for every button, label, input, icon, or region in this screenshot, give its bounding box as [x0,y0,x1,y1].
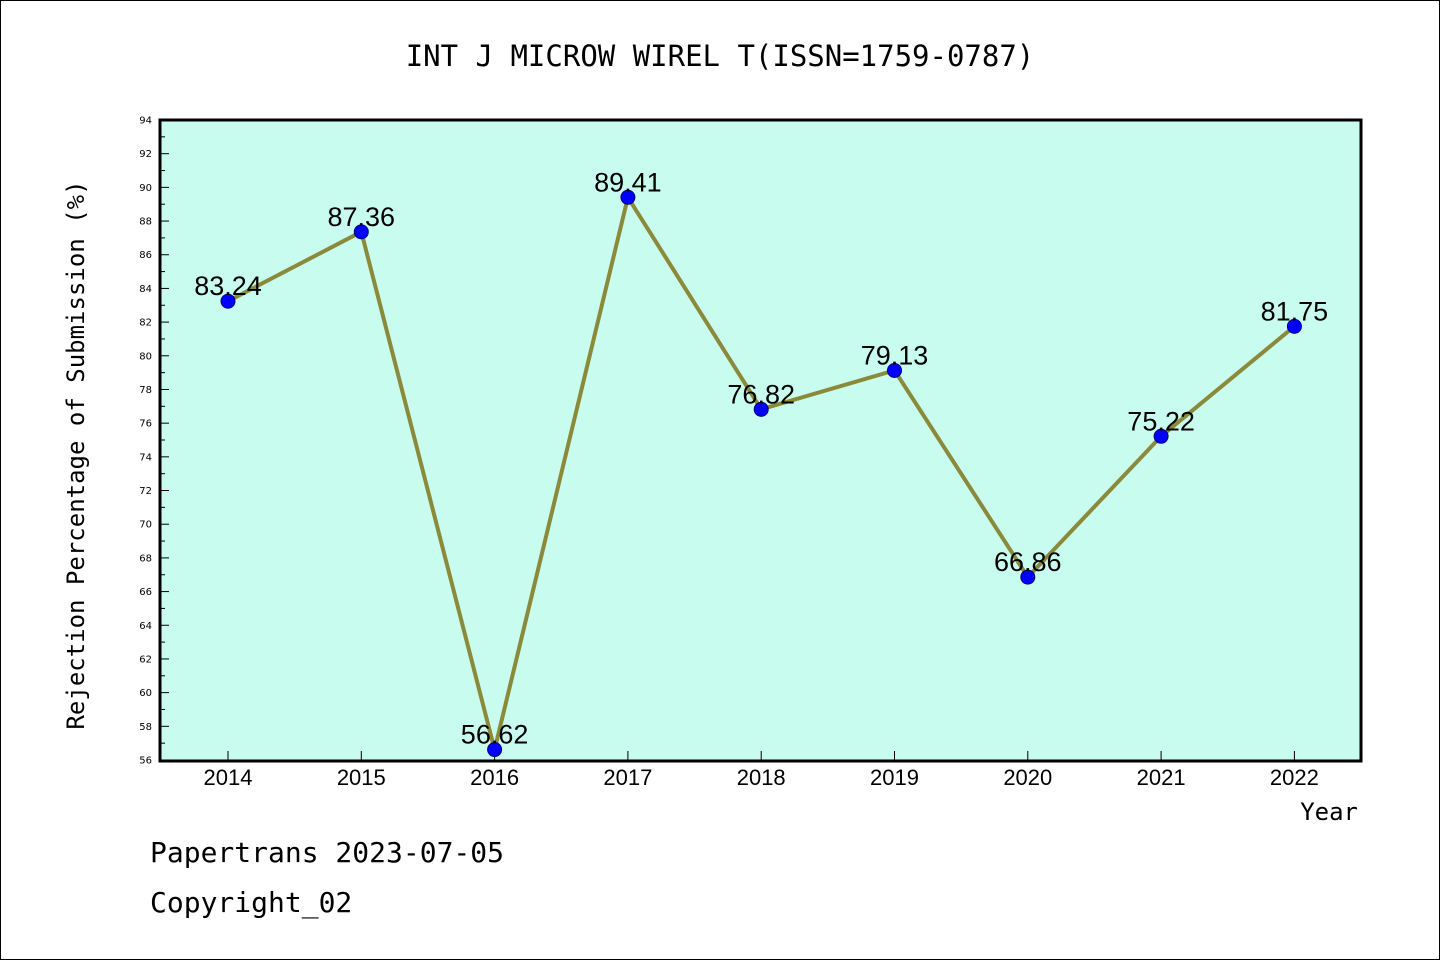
data-points [220,189,1302,758]
data-label: 79.13 [861,340,929,370]
data-point [887,362,902,378]
y-tick-label: 58 [139,722,152,733]
data-label: 56.62 [461,720,529,750]
x-tick-label: 2014 [204,765,253,790]
data-point [487,742,503,758]
footer-copyright: Copyright_02 [150,886,353,919]
y-tick-label: 82 [139,318,152,329]
footer-date: Papertrans 2023-07-05 [150,836,505,869]
y-tick-label: 84 [139,284,152,295]
data-label: 81.75 [1261,296,1329,326]
data-point [620,189,636,205]
x-tick-label: 2017 [603,765,652,790]
x-tick-label: 2019 [870,765,919,790]
x-axis: 2014 2015 2016 2017 2018 2019 2020 2021 2022 [204,751,1319,790]
data-label: 89.41 [594,167,662,197]
y-axis-title: Rejection Percentage of Submission (%) [62,180,90,729]
data-point [353,224,369,240]
y-tick-label: 80 [139,351,152,362]
y-tick-label: 88 [139,217,152,228]
y-axis: 56 58 60 62 64 66 68 70 72 74 76 78 80 82 84 86 88 90 92 94 [139,116,169,767]
data-label: 75.22 [1127,406,1195,436]
data-point [1286,318,1302,334]
x-tick-label: 2020 [1003,765,1052,790]
y-tick-label: 72 [139,486,152,497]
data-point [1153,428,1169,444]
y-tick-label: 78 [139,385,152,396]
y-tick-label: 70 [139,520,152,531]
chart-title: INT J MICROW WIREL T(ISSN=1759-0787) [406,39,1035,73]
y-tick-label: 66 [139,587,152,598]
data-label: 66.86 [994,547,1062,577]
y-tick-label: 92 [139,149,152,160]
x-tick-label: 2021 [1137,765,1186,790]
x-tick-label: 2016 [470,765,519,790]
y-tick-label: 74 [139,452,152,463]
y-tick-label: 60 [139,688,152,699]
x-tick-label: 2022 [1270,765,1319,790]
data-point [753,401,769,417]
data-label: 87.36 [328,202,396,232]
x-tick-label: 2015 [337,765,386,790]
y-tick-label: 56 [139,756,152,767]
data-label: 83.24 [194,271,262,301]
y-tick-label: 68 [139,553,152,564]
data-point [1020,569,1036,585]
y-tick-label: 86 [139,250,152,261]
x-axis-title: Year [1300,798,1358,826]
x-tick-label: 2018 [737,765,786,790]
y-tick-label: 76 [139,419,152,430]
y-tick-label: 94 [139,116,152,127]
y-tick-label: 90 [139,183,152,194]
y-tick-label: 64 [139,621,152,632]
y-tick-label: 62 [139,654,152,665]
data-labels: 83.24 87.36 56.62 89.41 76.82 79.13 66.86 75.22… [194,167,1328,749]
data-label: 76.82 [727,379,795,409]
data-point [220,293,236,309]
